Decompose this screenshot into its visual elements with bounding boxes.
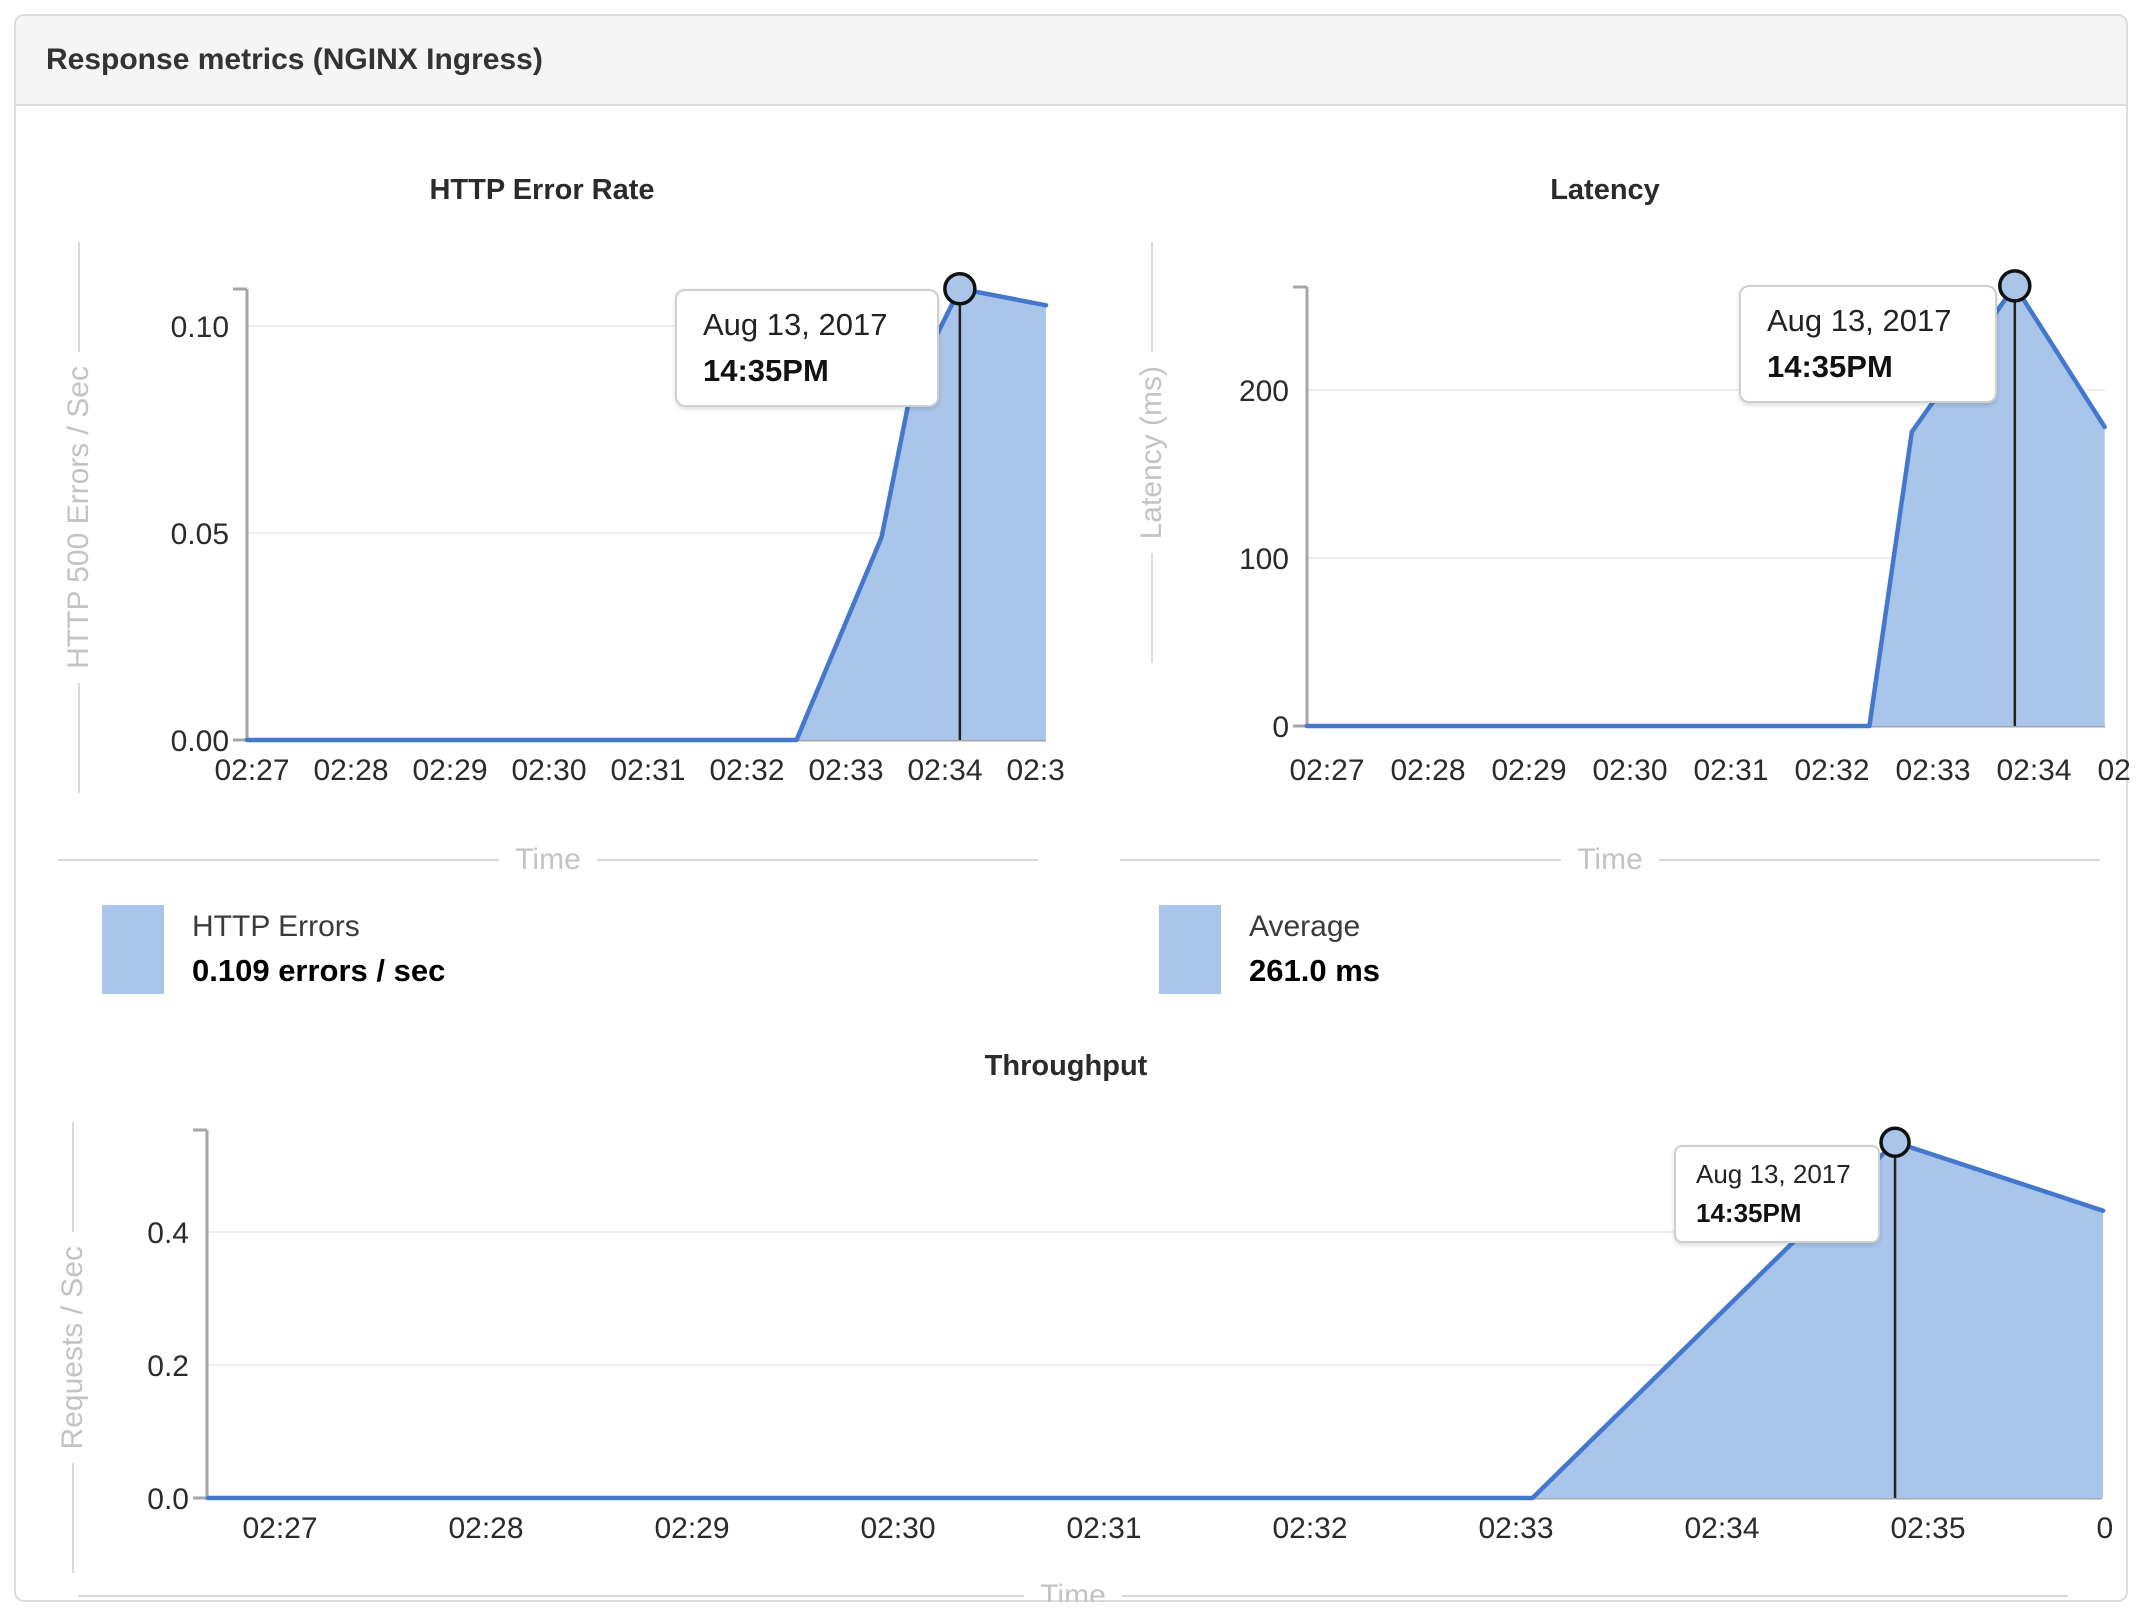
x-tick-label: 02:30 — [511, 754, 586, 787]
y-tick-label: 0.05 — [171, 518, 229, 551]
chart-title-latency: Latency — [1550, 174, 1660, 206]
x-tick-label: 02:27 — [214, 754, 289, 787]
x-tick-label: 02:33 — [1895, 754, 1970, 787]
tooltip-throughput: Aug 13, 2017 14:35PM — [1674, 1145, 1880, 1243]
x-tick-label: 02:31 — [610, 754, 685, 787]
legend-value: 261.0 ms — [1249, 953, 1380, 988]
tooltip-date: Aug 13, 2017 — [1696, 1159, 1851, 1189]
data-point-marker[interactable] — [1879, 1126, 1911, 1158]
latency-plot: 0 100 200 02:27 02:28 02:29 02:30 02:31 02:32 02:… — [1239, 269, 2130, 787]
latency-chart: Latency Latency (ms) 0 100 200 02:27 02:28 02… — [1080, 142, 2130, 882]
axis-label-rule — [1121, 1595, 2068, 1597]
y-tick-label: 0.10 — [171, 311, 229, 344]
x-tick-label: 02:32 — [1272, 1512, 1347, 1545]
series-line — [205, 1139, 2106, 1501]
axis-label-rule — [1151, 242, 1153, 352]
x-tick-label: 02:27 — [242, 1512, 317, 1545]
legend-swatch — [1159, 905, 1221, 994]
x-tick-label: 02:33 — [808, 754, 883, 787]
x-tick-label: 02:34 — [907, 754, 982, 787]
axis-label-rule — [78, 682, 80, 793]
x-tick-label: 02:35 — [1890, 1512, 1965, 1545]
legend-value: 0.109 errors / sec — [192, 953, 446, 988]
chart-title-throughput: Throughput — [984, 1050, 1148, 1082]
throughput-chart: Throughput Requests / Sec 0.0 0.2 0.4 02:27… — [18, 1042, 2114, 1602]
y-tick-label: 200 — [1239, 375, 1289, 408]
x-tick-label: 02:34 — [1996, 754, 2071, 787]
x-tick-label: 02:29 — [1491, 754, 1566, 787]
legend-average: Average 261.0 ms — [1159, 905, 1380, 994]
y-tick-label: 0.2 — [147, 1350, 189, 1383]
y-tick-label: 0.4 — [147, 1217, 189, 1250]
data-point-marker[interactable] — [943, 271, 977, 306]
x-tick-label: 02:36 — [2096, 1512, 2114, 1545]
x-tick-label: 02:27 — [1289, 754, 1364, 787]
y-axis-label-latency: Latency (ms) — [1117, 242, 1187, 782]
series-area — [1306, 285, 2105, 726]
x-tick-label: 02:28 — [448, 1512, 523, 1545]
response-metrics-card: Response metrics (NGINX Ingress) HTTP Er… — [14, 14, 2130, 1602]
x-tick-label: 02:34 — [1684, 1512, 1759, 1545]
axis-label-rule — [1120, 859, 1562, 861]
x-tick-label: 02:29 — [654, 1512, 729, 1545]
legend-label: HTTP Errors — [192, 910, 360, 943]
x-axis-label-text: Time — [515, 843, 581, 876]
axis-label-rule — [596, 859, 1038, 861]
series-area — [207, 1142, 2104, 1498]
legend-text: HTTP Errors 0.109 errors / sec — [192, 905, 445, 993]
x-axis-label-time: Time — [58, 840, 1038, 880]
card-title: Response metrics (NGINX Ingress) — [46, 43, 543, 76]
x-tick-label: 02:29 — [412, 754, 487, 787]
y-axis-label-http-errors: HTTP 500 Errors / Sec — [44, 242, 114, 793]
x-axis-label-text: Time — [1040, 1579, 1106, 1602]
y-axis-label-requests: Requests / Sec — [38, 1122, 108, 1574]
legend-http-errors: HTTP Errors 0.109 errors / sec — [102, 905, 445, 994]
x-tick-label: 02:28 — [1390, 754, 1465, 787]
y-tick-label: 0.0 — [147, 1483, 189, 1516]
throughput-plot: 0.0 0.2 0.4 02:27 02:28 02:29 02:30 02:31 02:32 0… — [147, 1126, 2114, 1545]
x-tick-label: 02:31 — [1066, 1512, 1141, 1545]
axis-label-rule — [78, 242, 80, 352]
x-axis-label-text: Time — [1577, 843, 1643, 876]
tooltip-time: 14:35PM — [1767, 349, 1893, 384]
axis-label-rule — [78, 1595, 1025, 1597]
x-tick-label: 02:31 — [1693, 754, 1768, 787]
axis-label-rule — [1151, 553, 1153, 664]
tooltip-date: Aug 13, 2017 — [703, 307, 888, 342]
tooltip-time: 14:35PM — [703, 353, 829, 388]
x-tick-label: 02:30 — [860, 1512, 935, 1545]
data-point-marker[interactable] — [1998, 269, 2032, 303]
x-tick-label: 02:32 — [709, 754, 784, 787]
http-error-rate-chart: HTTP Error Rate HTTP 500 Errors / Sec 0.… — [18, 142, 1066, 882]
series-line — [1304, 283, 2107, 729]
axis-label-rule — [58, 859, 500, 861]
x-axis-label-time: Time — [78, 1576, 2068, 1602]
x-tick-label: 02:33 — [1478, 1512, 1553, 1545]
legend-swatch — [102, 905, 164, 994]
x-tick-label: 02:32 — [1794, 754, 1869, 787]
x-tick-label: 02:30 — [1592, 754, 1667, 787]
http-error-rate-plot: 0.00 0.05 0.10 02:27 02:28 02:29 02:30 02:31 02:… — [171, 271, 1066, 787]
card-header: Response metrics (NGINX Ingress) — [16, 16, 2126, 106]
tooltip-time: 14:35PM — [1696, 1198, 1802, 1228]
axis-label-rule — [1658, 859, 2100, 861]
tooltip-date: Aug 13, 2017 — [1767, 303, 1952, 338]
legend-label: Average — [1249, 910, 1361, 943]
y-tick-label: 0 — [1272, 711, 1289, 744]
axis-label-rule — [72, 1122, 74, 1232]
x-tick-label: 02:35 — [2097, 754, 2130, 787]
tooltip-latency: Aug 13, 2017 14:35PM — [1739, 285, 1997, 403]
x-tick-label: 02:35 — [1006, 754, 1066, 787]
tooltip-http-error-rate: Aug 13, 2017 14:35PM — [675, 289, 939, 407]
y-tick-label: 100 — [1239, 543, 1289, 576]
legend-text: Average 261.0 ms — [1249, 905, 1380, 993]
x-axis-label-time: Time — [1120, 840, 2100, 880]
y-tick-label: 0.00 — [171, 725, 229, 758]
x-tick-label: 02:28 — [313, 754, 388, 787]
axis-label-rule — [72, 1463, 74, 1574]
chart-title-http-error-rate: HTTP Error Rate — [429, 174, 655, 206]
